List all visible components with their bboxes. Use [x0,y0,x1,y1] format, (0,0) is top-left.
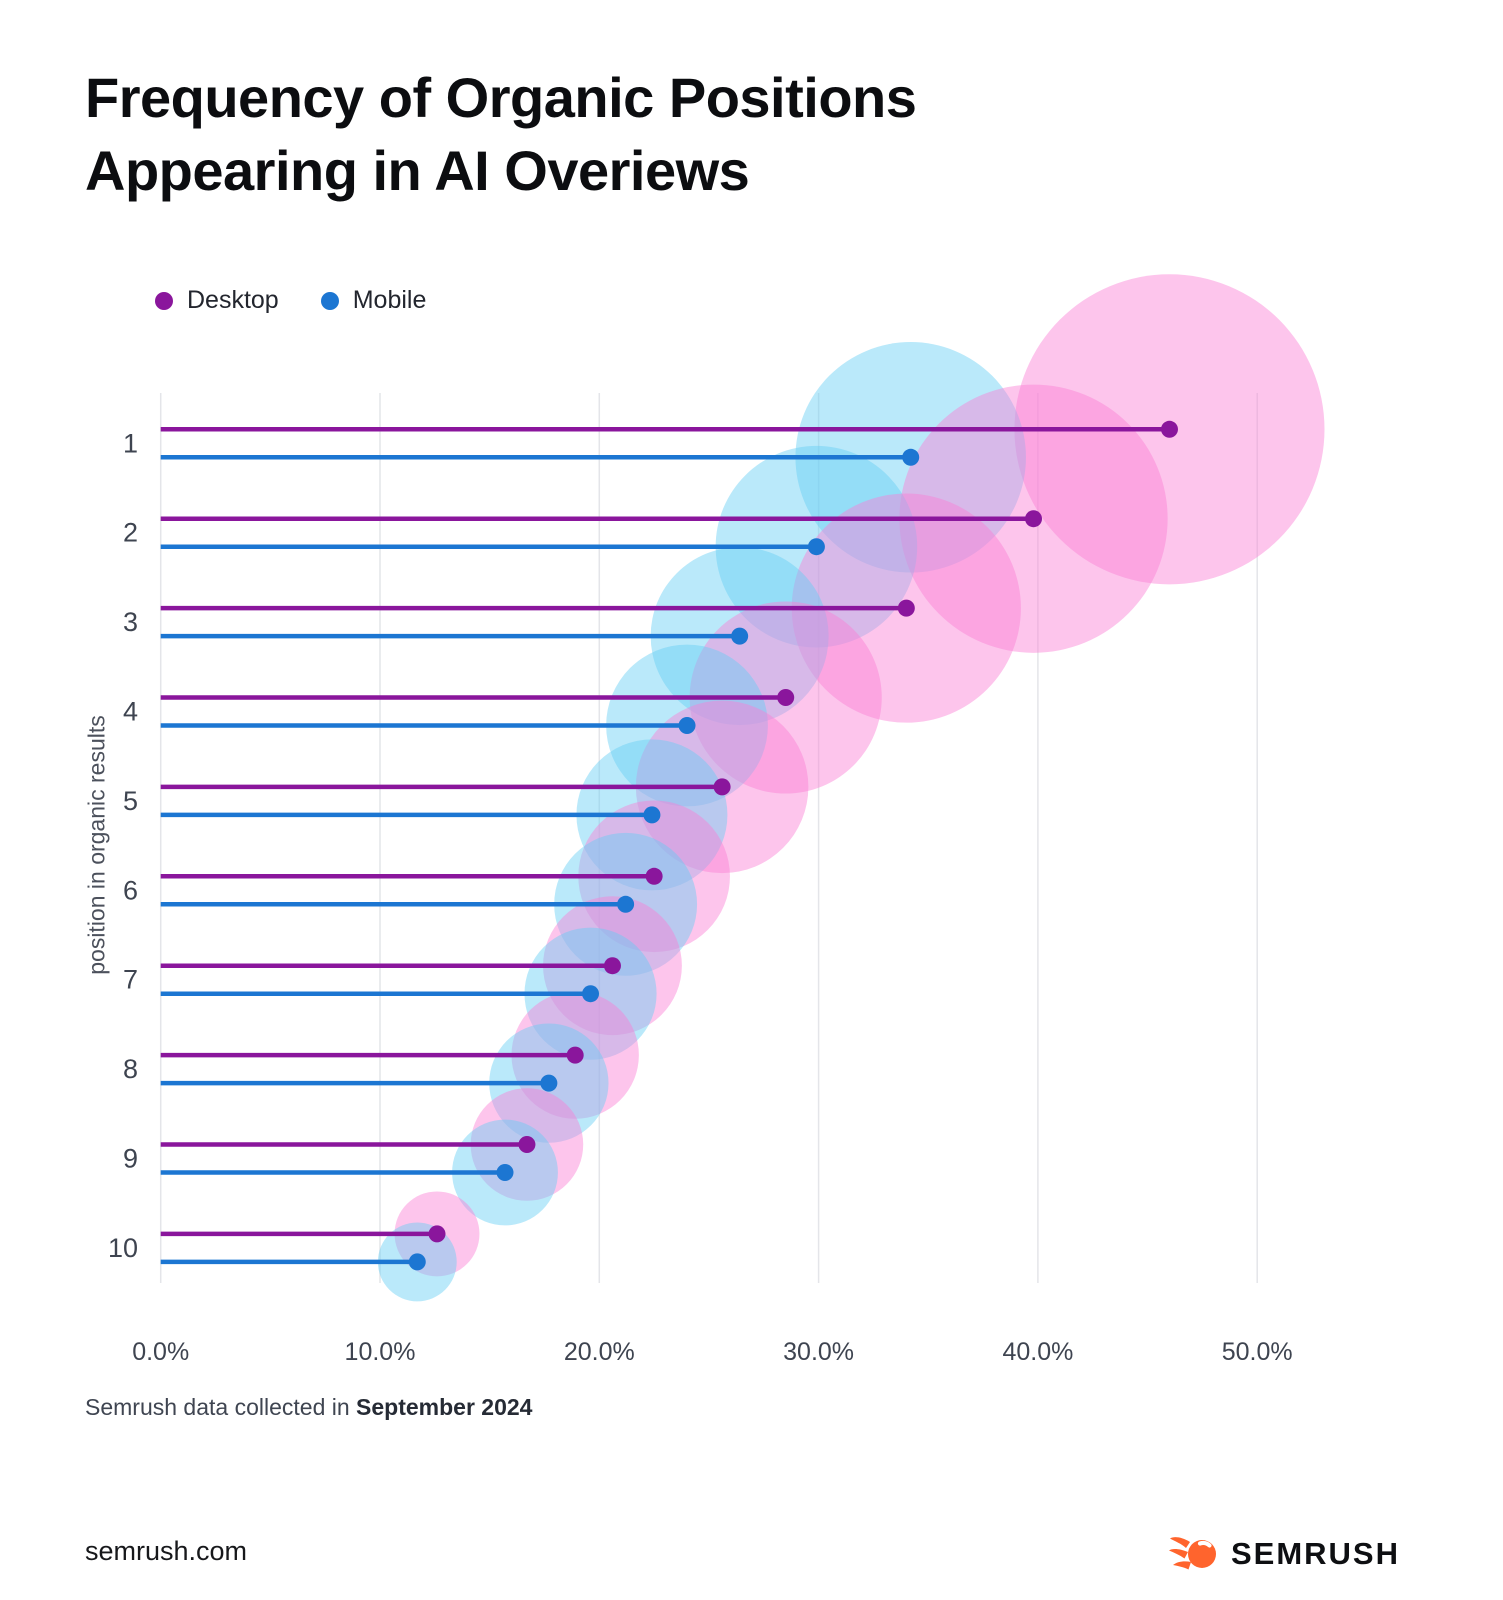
x-tick-label: 40.0% [1002,1338,1073,1366]
desktop-point [428,1225,446,1243]
mobile-legend-dot-icon [320,291,339,310]
desktop-point [897,599,915,617]
desktop-point [566,1046,584,1064]
y-tick-label: 3 [123,607,138,637]
y-tick-label: 5 [123,786,138,816]
site-url: semrush.com [85,1536,248,1566]
mobile-point [408,1253,426,1271]
legend-item-desktop: Desktop [155,286,279,315]
data-source-date: September 2024 [356,1394,533,1420]
x-tick-label: 30.0% [783,1338,854,1366]
y-tick-label: 10 [108,1233,138,1263]
y-tick-label: 2 [123,518,138,548]
desktop-point [603,957,621,975]
mobile-point [902,448,920,466]
y-tick-label: 9 [123,1144,138,1174]
y-tick-label: 1 [123,428,138,458]
legend: Desktop Mobile [155,286,426,315]
x-tick-label: 50.0% [1222,1338,1293,1366]
legend-item-mobile: Mobile [320,286,427,315]
semrush-logo-text: SEMRUSH [1230,1536,1400,1571]
lollipop-chart: 1 2 3 4 5 6 7 8 9 10 0.0% 10.0% 20.0% 30.0% 40.0% 50.0% [108,274,1325,1366]
desktop-point [777,689,795,706]
y-tick-label: 7 [123,965,138,995]
desktop-point [1160,420,1178,438]
x-tick-label: 10.0% [345,1338,416,1366]
legend-label-desktop: Desktop [187,286,279,314]
chart-title: Frequency of Organic Positions Appearing … [85,62,917,208]
semrush-flame-icon [1168,1537,1216,1570]
mobile-point [540,1074,558,1092]
desktop-legend-dot-icon [155,291,173,310]
desktop-point [1025,510,1043,528]
desktop-point [645,867,663,885]
x-tick-label: 0.0% [132,1338,189,1366]
y-tick-label: 8 [123,1054,138,1084]
mobile-point [617,895,635,913]
desktop-point [518,1136,536,1153]
chart-title-line2: Appearing in AI Overiews [85,138,750,202]
legend-label-mobile: Mobile [352,286,427,314]
mobile-point [496,1164,514,1181]
y-tick-label: 4 [123,697,138,727]
semrush-logo: SEMRUSH [1168,1532,1400,1576]
data-source-prefix: Semrush data collected in [85,1394,350,1420]
y-tick-label: 6 [123,875,138,905]
data-source-note: Semrush data collected in September 2024 [85,1394,532,1421]
mobile-point [731,627,749,645]
x-tick-label: 20.0% [564,1338,635,1366]
mobile-point [582,985,600,1003]
mobile-point [807,538,825,556]
mobile-point [678,717,696,734]
mobile-point [643,806,661,824]
chart-title-line1: Frequency of Organic Positions [85,66,917,129]
desktop-point [713,778,731,796]
